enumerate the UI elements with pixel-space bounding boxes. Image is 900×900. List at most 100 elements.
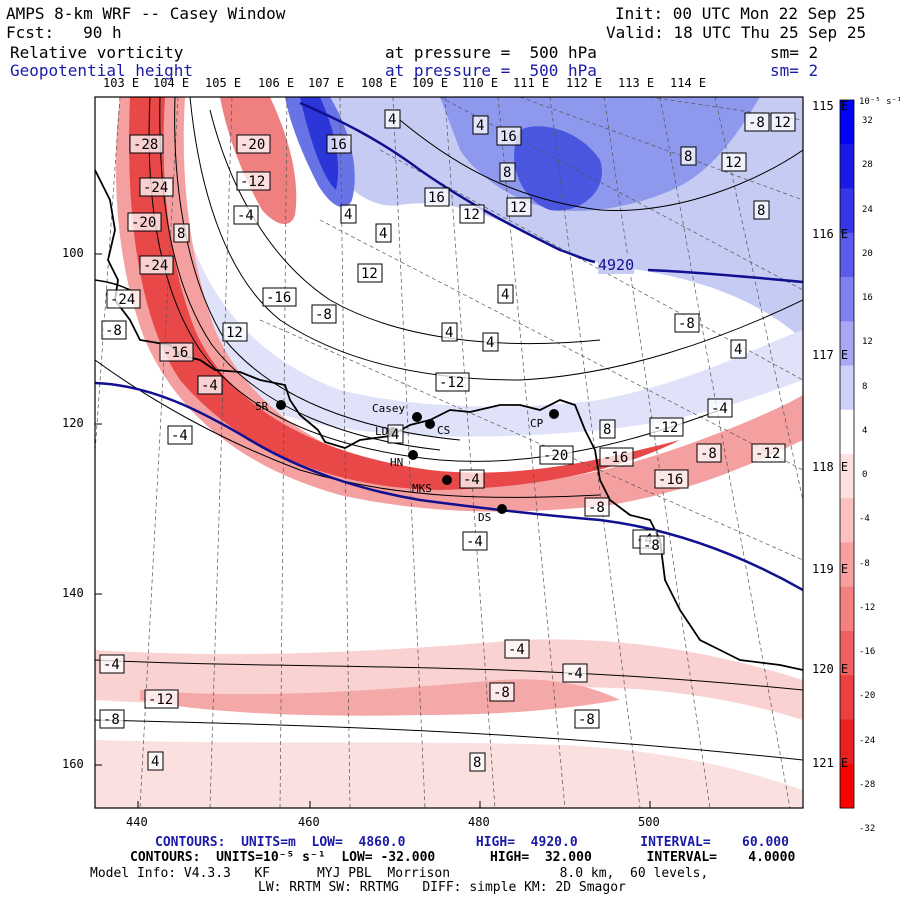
latitude-label: 115 E xyxy=(812,99,849,113)
contour-label-box xyxy=(101,320,127,340)
contour-label-box xyxy=(236,134,271,154)
station-label: MKS xyxy=(412,482,432,495)
contour-label-box xyxy=(680,146,697,166)
longitude-label: 104 E xyxy=(153,76,190,90)
contour-label: -20 xyxy=(543,448,568,464)
contour-label: 8 xyxy=(603,422,611,438)
station-marker xyxy=(276,400,286,410)
contour-label-box xyxy=(721,152,747,172)
longitude-label: 114 E xyxy=(670,76,707,90)
contour-label: 12 xyxy=(226,325,243,341)
contour-label-box xyxy=(497,284,514,304)
contour-label-box xyxy=(770,112,796,132)
height-contour-label: 4920 xyxy=(598,256,635,274)
init-time: Init: 00 UTC Mon 22 Sep 25 xyxy=(615,4,866,23)
contour-label-box xyxy=(424,187,450,207)
contour-label: 4 xyxy=(486,335,494,351)
contour-label-box xyxy=(472,115,489,135)
contour-label: -12 xyxy=(240,174,265,190)
colorbar-label: -16 xyxy=(859,647,876,658)
positive-vorticity-streak-core xyxy=(300,97,339,190)
longitude-label: 113 E xyxy=(618,76,655,90)
field2-smoothing: sm= 2 xyxy=(770,61,819,80)
contour-label-box xyxy=(459,469,485,489)
contour-label: 16 xyxy=(428,190,445,206)
station-marker xyxy=(425,419,435,429)
contour-label: 8 xyxy=(177,226,185,242)
contour-label: 16 xyxy=(330,137,347,153)
longitude-label: 112 E xyxy=(566,76,603,90)
latitude-label: 118 E xyxy=(812,460,849,474)
station-label: SR xyxy=(255,400,269,413)
x-axis-tick-label: 500 xyxy=(638,815,660,829)
contour-label-box xyxy=(730,339,747,359)
coastline-ice-shelf xyxy=(95,279,131,291)
contour-label-box xyxy=(539,445,574,465)
colorbar-segment xyxy=(840,409,854,455)
vorticity-contours xyxy=(95,97,803,761)
positive-vorticity-core xyxy=(440,97,760,211)
contour-label-box xyxy=(674,313,700,333)
colorbar-label: -28 xyxy=(859,779,876,790)
colorbar-label: -8 xyxy=(859,558,870,569)
y-axis-tick-label: 120 xyxy=(62,416,84,430)
contour-label: -4 xyxy=(103,657,120,673)
contour-label-box xyxy=(482,332,499,352)
height-contour-4860 xyxy=(95,381,803,592)
contour-label-box xyxy=(441,322,458,342)
field2-name: Geopotential height xyxy=(10,61,194,80)
contour-label: -20 xyxy=(131,215,156,231)
contour-label-box xyxy=(599,447,634,467)
colorbar-label: 8 xyxy=(862,381,868,392)
contour-label: -8 xyxy=(105,323,122,339)
longitude-label: 107 E xyxy=(308,76,345,90)
map-frame-border xyxy=(94,96,804,809)
contour-label: 4 xyxy=(151,754,159,770)
contour-label-box xyxy=(375,223,392,243)
colorbar-label: 28 xyxy=(862,160,873,171)
contour-label-box xyxy=(639,535,665,555)
contour-label: 8 xyxy=(757,203,765,219)
contour-label: -8 xyxy=(643,538,660,554)
contour-label-box xyxy=(340,204,357,224)
contour-label-box xyxy=(357,263,383,283)
station-label: Casey xyxy=(372,402,406,415)
colorbar-label: 32 xyxy=(862,116,873,127)
contour-label: -24 xyxy=(143,258,168,274)
contour-label: 12 xyxy=(774,115,791,131)
valid-time: Valid: 18 UTC Thu 25 Sep 25 xyxy=(606,23,867,42)
contour-label-box xyxy=(99,709,125,729)
longitude-label: 108 E xyxy=(361,76,398,90)
colorbar-segment xyxy=(840,719,854,765)
colorbar-segment xyxy=(840,763,854,809)
contour-label: -8 xyxy=(578,712,595,728)
field1-name: Relative vorticity xyxy=(10,43,184,62)
contour-label: -4 xyxy=(711,401,728,417)
colorbar-label: -4 xyxy=(859,514,870,525)
contour-label: 4 xyxy=(344,207,352,223)
contour-label: -16 xyxy=(658,472,683,488)
height-contour-4920-north xyxy=(299,101,596,264)
contour-label: -12 xyxy=(439,375,464,391)
negative-vorticity-streak xyxy=(220,97,297,225)
station-label: CS xyxy=(437,424,451,437)
colorbar-label: 0 xyxy=(862,470,868,481)
y-axis-tick-label: 160 xyxy=(62,757,84,771)
colorbar-segment xyxy=(840,188,854,234)
contour-label: -12 xyxy=(653,420,678,436)
station-marker xyxy=(412,412,422,422)
colorbar-unit: 10⁻⁵ s⁻¹ xyxy=(859,97,900,107)
contour-label: -4 xyxy=(566,666,583,682)
contour-label-box xyxy=(127,212,162,232)
y-axis-tick-label: 140 xyxy=(62,586,84,600)
contour-label-box xyxy=(459,204,485,224)
map-title: AMPS 8-km WRF -- Casey Window xyxy=(6,4,286,23)
field2-level: at pressure = 500 hPa xyxy=(385,61,597,80)
station-label: LD xyxy=(375,425,389,438)
negative-vorticity-far-south xyxy=(95,740,803,808)
contour-label: -4 xyxy=(463,472,480,488)
contour-label: -4 xyxy=(201,378,218,394)
contour-label: -8 xyxy=(748,115,765,131)
colorbar-segment xyxy=(840,232,854,278)
contour-label: -16 xyxy=(266,290,291,306)
